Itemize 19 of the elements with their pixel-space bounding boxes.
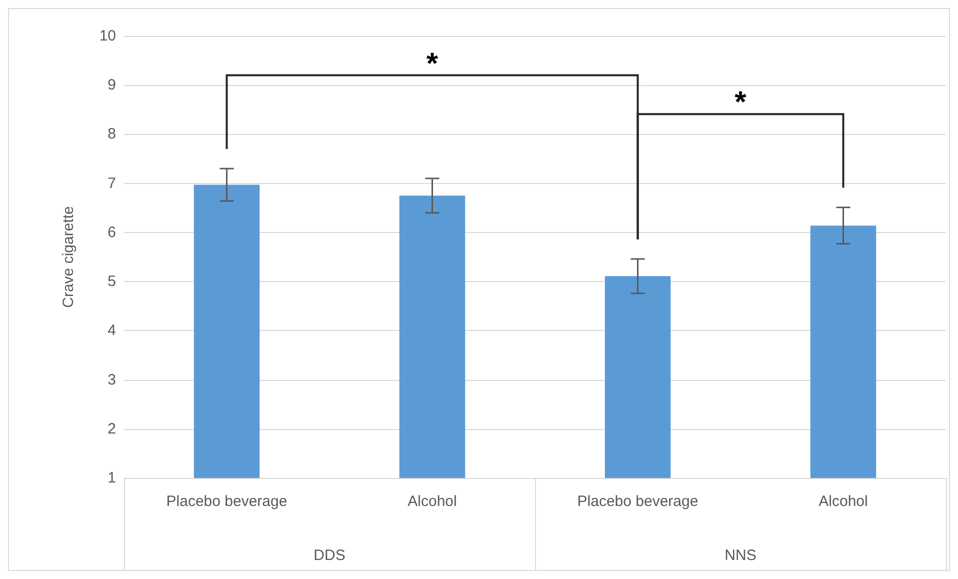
y-tick-label: 6 [108,224,116,241]
y-tick-label: 4 [108,322,116,340]
y-tick-label: 8 [108,126,116,143]
x-tick-label: Placebo beverage [577,493,698,510]
y-tick-label: 5 [108,273,116,290]
annotation: * [734,86,747,120]
x-tick-label: Alcohol [408,493,457,510]
y-axis-title: Crave cigarette [60,206,77,308]
y-tick-label: 1 [108,470,116,486]
y-tick-label: 10 [99,28,116,44]
text: NNS [724,547,756,564]
y-tick-label: 7 [108,174,116,192]
text: DDS [314,547,346,564]
y-tick-label: 9 [108,76,116,94]
y-tick-label: 2 [108,420,116,438]
annotation: * [426,47,438,80]
x-tick-label: Placebo beverage [166,493,288,510]
x-tick-label: Alcohol [818,493,868,510]
y-tick-label: 3 [108,371,116,388]
